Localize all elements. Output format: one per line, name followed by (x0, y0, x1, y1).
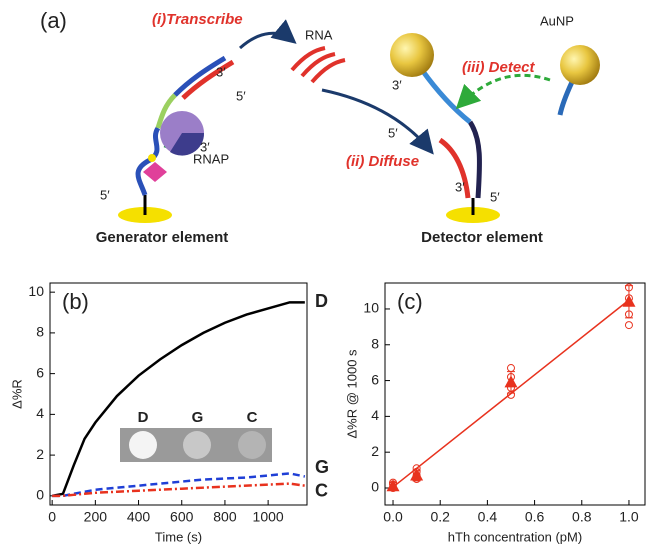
y-tick-label: 10 (363, 300, 379, 316)
mean-point (622, 294, 636, 307)
y-tick-label: 8 (371, 335, 379, 351)
x-tick-label: 0.6 (525, 509, 545, 525)
end-label: 3′ (455, 179, 465, 194)
end-label: 3′ (216, 64, 226, 79)
y-tick-label: 2 (36, 446, 44, 462)
y-tick-label: 6 (36, 364, 44, 380)
promoter (143, 162, 167, 182)
x-tick-label: 0.4 (478, 509, 498, 525)
arrow (238, 19, 297, 50)
inset-image (120, 428, 272, 462)
mean-point (504, 375, 518, 388)
x-tick-label: 600 (170, 509, 194, 525)
y-tick-label: 0 (36, 487, 44, 503)
end-label: 5′ (236, 88, 246, 103)
plot-frame (384, 282, 646, 506)
x-tick-label: 0 (48, 509, 56, 525)
step-label: (ii) Diffuse (346, 153, 419, 170)
x-tick-label: 400 (127, 509, 151, 525)
dna (467, 120, 482, 199)
aunp (390, 33, 434, 77)
spot (129, 431, 157, 459)
x-tick-label: 0.8 (572, 509, 592, 525)
series-label: G (315, 457, 329, 477)
step-label: (i)Transcribe (152, 11, 243, 28)
caption: Detector element (421, 229, 543, 246)
y-tick-label: 10 (28, 283, 44, 299)
mean-point (386, 479, 400, 492)
inset-label: G (192, 409, 204, 426)
panel-label: (c) (397, 289, 423, 314)
rnap (170, 133, 205, 156)
step-label: (iii) Detect (462, 59, 536, 76)
replicate-point (506, 364, 515, 373)
dna (419, 68, 472, 124)
arrow (455, 73, 551, 110)
rna (438, 137, 471, 199)
y-tick-label: 8 (36, 324, 44, 340)
y-tick-label: 6 (371, 371, 379, 387)
dna (155, 93, 177, 129)
x-tick-label: 0.2 (430, 509, 450, 525)
panel-label: (b) (62, 289, 89, 314)
series-line (52, 482, 306, 498)
label: RNAP (193, 151, 229, 166)
y-axis-label: Δ%R @ 1000 s (344, 349, 359, 439)
rna (290, 46, 346, 84)
x-tick-label: 1000 (253, 509, 284, 525)
caption: Generator element (96, 229, 229, 246)
series-line (51, 301, 305, 498)
plot-frame (49, 282, 308, 506)
y-tick-label: 4 (36, 405, 44, 421)
x-axis-label: Time (s) (155, 529, 202, 544)
end-label: 5′ (100, 187, 110, 202)
x-axis-label: hTh concentration (pM) (448, 529, 582, 544)
x-tick-label: 0.0 (383, 509, 403, 525)
series-label: D (315, 291, 328, 311)
spot (183, 431, 211, 459)
arrow (321, 88, 434, 155)
diagram: (a) (i)Transcribe RNA RNAP AuNP (iii) De… (40, 8, 600, 246)
series-line (52, 472, 306, 498)
dna (135, 126, 161, 196)
y-axis-label: Δ%R (9, 379, 24, 409)
dna (557, 80, 575, 116)
end-label: 3′ (392, 77, 402, 92)
end-label: 5′ (388, 125, 398, 140)
rna (181, 59, 235, 100)
dna (173, 55, 227, 97)
series-label: C (315, 480, 328, 500)
label: RNA (305, 27, 333, 42)
x-tick-label: 1.0 (619, 509, 639, 525)
end-label: 5′ (490, 189, 500, 204)
label: AuNP (540, 13, 574, 28)
mean-point (410, 468, 424, 481)
dot (148, 154, 156, 162)
inset-label: D (138, 409, 149, 426)
y-tick-label: 4 (371, 407, 379, 423)
panel-label: (a) (40, 8, 67, 33)
spot (238, 431, 266, 459)
inset-label: C (247, 409, 258, 426)
replicate-point (624, 321, 633, 330)
x-tick-label: 200 (84, 509, 108, 525)
y-tick-label: 0 (371, 479, 379, 495)
x-tick-label: 800 (213, 509, 237, 525)
end-label: 3′ (200, 139, 210, 154)
aunp (560, 45, 600, 85)
y-tick-label: 2 (371, 443, 379, 459)
